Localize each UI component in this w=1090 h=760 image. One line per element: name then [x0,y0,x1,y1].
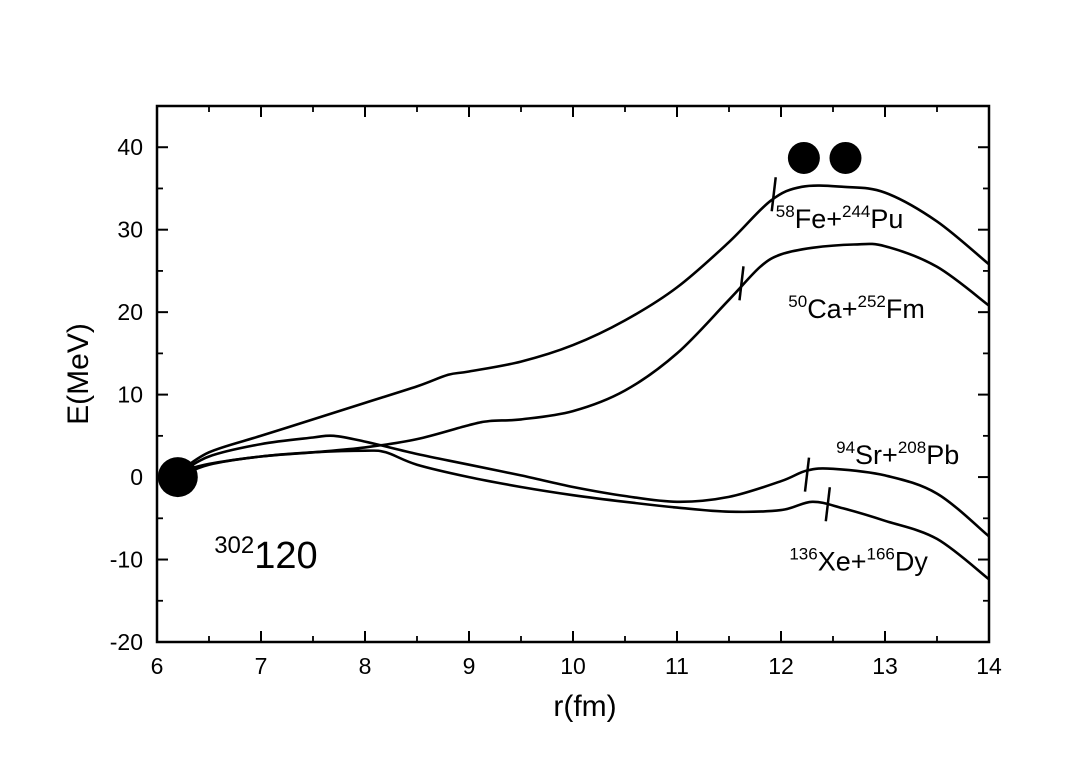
touching-point-tick [824,487,832,522]
x-tick-label: 6 [151,653,164,679]
plot-frame [155,104,991,644]
x-tick-label: 8 [359,653,372,679]
energy-curve [177,184,990,475]
x-axis-label: r(fm) [553,690,616,723]
y-tick-label: 10 [117,382,143,408]
y-tick-label: 0 [130,464,143,490]
reaction-label: 94Sr+208Pb [836,438,959,470]
x-tick-label: 12 [768,653,794,679]
y-tick-label: -20 [110,629,143,655]
energy-curve [177,434,990,538]
x-tick-label: 10 [560,653,586,679]
fragment-marker [829,141,862,174]
y-tick-label: 40 [117,134,143,160]
fragment-marker [787,141,820,174]
x-tick-label: 9 [463,653,476,679]
y-tick-label: 30 [117,217,143,243]
x-tick-label: 7 [255,653,268,679]
reaction-label: 136Xe+166Dy [789,544,928,576]
compound-label: 302120 [214,532,317,577]
x-tick-label: 14 [976,653,1002,679]
y-axis-label: E(MeV) [62,323,95,425]
y-tick-label: 20 [117,299,143,325]
x-tick-label: 11 [665,653,689,679]
touching-point-tick [738,266,745,301]
compound-nucleus-marker [157,457,198,498]
reaction-label: 50Ca+252Fm [788,292,925,324]
touching-point-tick [770,177,777,212]
reaction-label: 58Fe+244Pu [776,202,904,234]
x-tick-label: 13 [872,653,898,679]
touching-point-tick [803,457,811,492]
y-tick-label: -10 [110,547,143,573]
energy-curve [177,449,990,581]
